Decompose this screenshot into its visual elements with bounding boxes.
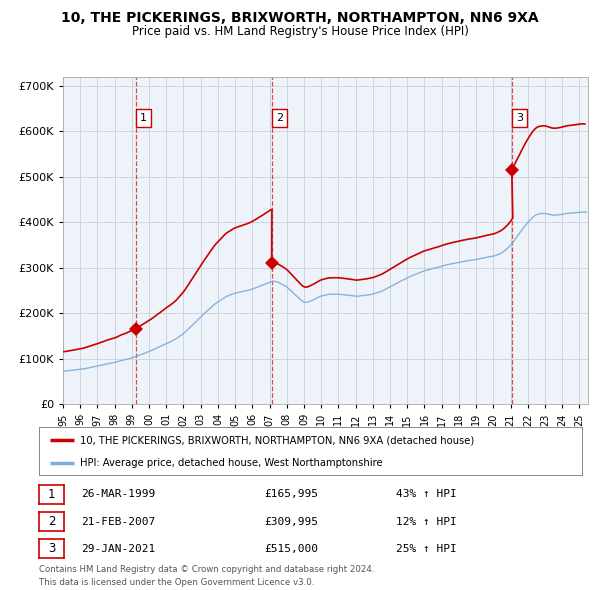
Text: 29-JAN-2021: 29-JAN-2021 xyxy=(81,544,155,553)
Text: 10, THE PICKERINGS, BRIXWORTH, NORTHAMPTON, NN6 9XA: 10, THE PICKERINGS, BRIXWORTH, NORTHAMPT… xyxy=(61,11,539,25)
Text: 3: 3 xyxy=(516,113,523,123)
Text: Contains HM Land Registry data © Crown copyright and database right 2024.: Contains HM Land Registry data © Crown c… xyxy=(39,565,374,574)
Text: 26-MAR-1999: 26-MAR-1999 xyxy=(81,490,155,499)
Text: 25% ↑ HPI: 25% ↑ HPI xyxy=(396,544,457,553)
Text: Price paid vs. HM Land Registry's House Price Index (HPI): Price paid vs. HM Land Registry's House … xyxy=(131,25,469,38)
Text: £309,995: £309,995 xyxy=(264,517,318,526)
Bar xyxy=(136,77,272,404)
Text: 1: 1 xyxy=(140,113,147,123)
Text: £515,000: £515,000 xyxy=(264,544,318,553)
Text: 2: 2 xyxy=(48,515,55,528)
Text: 12% ↑ HPI: 12% ↑ HPI xyxy=(396,517,457,526)
Text: 43% ↑ HPI: 43% ↑ HPI xyxy=(396,490,457,499)
Text: 3: 3 xyxy=(48,542,55,555)
Text: 2: 2 xyxy=(276,113,283,123)
Text: 21-FEB-2007: 21-FEB-2007 xyxy=(81,517,155,526)
Bar xyxy=(512,77,588,404)
Bar xyxy=(272,77,512,404)
Text: £165,995: £165,995 xyxy=(264,490,318,499)
Text: HPI: Average price, detached house, West Northamptonshire: HPI: Average price, detached house, West… xyxy=(80,458,382,468)
Bar xyxy=(63,77,136,404)
Text: 1: 1 xyxy=(48,488,55,501)
Text: 10, THE PICKERINGS, BRIXWORTH, NORTHAMPTON, NN6 9XA (detached house): 10, THE PICKERINGS, BRIXWORTH, NORTHAMPT… xyxy=(80,435,474,445)
Text: This data is licensed under the Open Government Licence v3.0.: This data is licensed under the Open Gov… xyxy=(39,578,314,587)
